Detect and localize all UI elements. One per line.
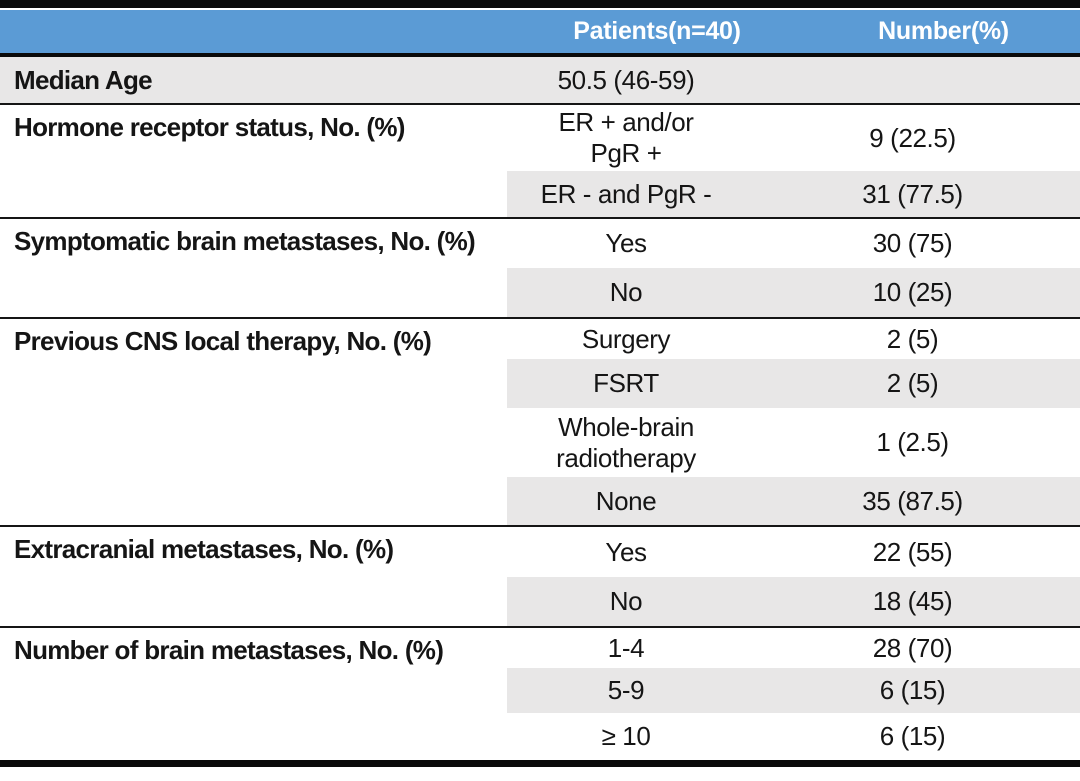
section-number-of-brain-metastases: Number of brain metastases, No. (%) 1-4 … [0, 628, 1080, 760]
cell-value: 50.5 (46-59) [557, 64, 695, 95]
row-cells: Surgery 2 (5) [507, 319, 1080, 359]
cell-number: 6 (15) [879, 675, 946, 705]
table-row: 5-9 6 (15) [0, 668, 1080, 713]
cell-number: 1 (2.5) [876, 427, 949, 457]
section-label: Extracranial metastases, No. (%) [14, 534, 394, 564]
cell-number: 31 (77.5) [862, 178, 963, 209]
cell-value: Yes [605, 228, 647, 258]
row-cells: Yes 30 (75) [507, 219, 1080, 268]
cell-value: Whole-brain radiotherapy [556, 411, 696, 473]
table-row: ≥ 10 6 (15) [0, 713, 1080, 760]
cell-number: 2 (5) [886, 323, 939, 354]
section-hormone-receptor-status: Hormone receptor status, No. (%) ER + an… [0, 105, 1080, 219]
row-cells: ER + and/or PgR + 9 (22.5) [507, 105, 1080, 171]
row-label-median-age: Median Age [14, 64, 153, 95]
cell-value: Surgery [581, 323, 671, 354]
cell-number: 10 (25) [872, 277, 953, 307]
section-label: Previous CNS local therapy, No. (%) [14, 326, 432, 356]
cell-value: No [609, 586, 643, 616]
cell-number: 2 (5) [886, 368, 939, 398]
row-cells: Yes 22 (55) [507, 527, 1080, 577]
cell-number: 6 (15) [879, 721, 946, 751]
label-column-spacer [0, 713, 507, 760]
cell-number: 18 (45) [872, 586, 953, 616]
table-row: ER - and PgR - 31 (77.5) [0, 171, 1080, 217]
row-cells: No 10 (25) [507, 268, 1080, 317]
cell-value: ≥ 10 [601, 721, 651, 751]
cell-value: 5-9 [607, 675, 645, 705]
row-cells: 5-9 6 (15) [507, 668, 1080, 713]
cell-value: FSRT [593, 368, 659, 398]
cell-value: Yes [605, 536, 647, 567]
table-header-row: Patients(n=40) Number(%) [0, 10, 1080, 57]
section-label: Hormone receptor status, No. (%) [14, 112, 405, 142]
header-cell-number: Number(%) [878, 17, 1009, 45]
table-row: 1-4 28 (70) [0, 628, 1080, 668]
cell-value: 1-4 [607, 632, 645, 663]
row-cells: 1-4 28 (70) [507, 628, 1080, 668]
row-median-age: Median Age 50.5 (46-59) [0, 57, 1080, 105]
cell-value: ER - and PgR - [540, 178, 712, 209]
row-cells: ≥ 10 6 (15) [507, 713, 1080, 760]
label-column-spacer [0, 171, 507, 217]
cell-number: 30 (75) [872, 228, 953, 258]
table-row: No 10 (25) [0, 268, 1080, 317]
table-bottom-rule [0, 760, 1080, 767]
row-cells: ER - and PgR - 31 (77.5) [507, 171, 1080, 217]
cell-number: 35 (87.5) [862, 485, 963, 516]
table-row: Surgery 2 (5) [0, 319, 1080, 359]
table-row: Yes 30 (75) [0, 219, 1080, 268]
table-row: Yes 22 (55) [0, 527, 1080, 577]
table-row: No 18 (45) [0, 577, 1080, 626]
row-cells: FSRT 2 (5) [507, 359, 1080, 408]
header-cell-patients: Patients(n=40) [573, 17, 741, 45]
label-column-spacer [0, 577, 507, 626]
table-top-rule [0, 0, 1080, 8]
row-cells: No 18 (45) [507, 577, 1080, 626]
label-column-spacer [0, 408, 507, 477]
cell-number: 9 (22.5) [869, 122, 956, 153]
row-cells: None 35 (87.5) [507, 477, 1080, 525]
section-symptomatic-brain-metastases: Symptomatic brain metastases, No. (%) Ye… [0, 219, 1080, 319]
table-row: None 35 (87.5) [0, 477, 1080, 525]
cell-number: 22 (55) [872, 536, 953, 567]
label-column-spacer [0, 359, 507, 408]
cell-value: No [609, 277, 643, 307]
cell-number: 28 (70) [872, 632, 953, 663]
label-column-spacer [0, 668, 507, 713]
section-extracranial-metastases: Extracranial metastases, No. (%) Yes 22 … [0, 527, 1080, 628]
cell-value: None [595, 485, 657, 516]
table-row: FSRT 2 (5) [0, 359, 1080, 408]
label-column-spacer [0, 268, 507, 317]
section-label: Symptomatic brain metastases, No. (%) [14, 226, 476, 256]
row-cells: 50.5 (46-59) [507, 65, 1080, 96]
cell-value: ER + and/or PgR + [558, 107, 694, 168]
label-column-spacer [0, 477, 507, 525]
section-previous-cns-local-therapy: Previous CNS local therapy, No. (%) Surg… [0, 319, 1080, 527]
section-label: Number of brain metastases, No. (%) [14, 635, 444, 665]
table-row: Whole-brain radiotherapy 1 (2.5) [0, 408, 1080, 477]
table-row: ER + and/or PgR + 9 (22.5) [0, 105, 1080, 171]
row-cells: Whole-brain radiotherapy 1 (2.5) [507, 408, 1080, 477]
